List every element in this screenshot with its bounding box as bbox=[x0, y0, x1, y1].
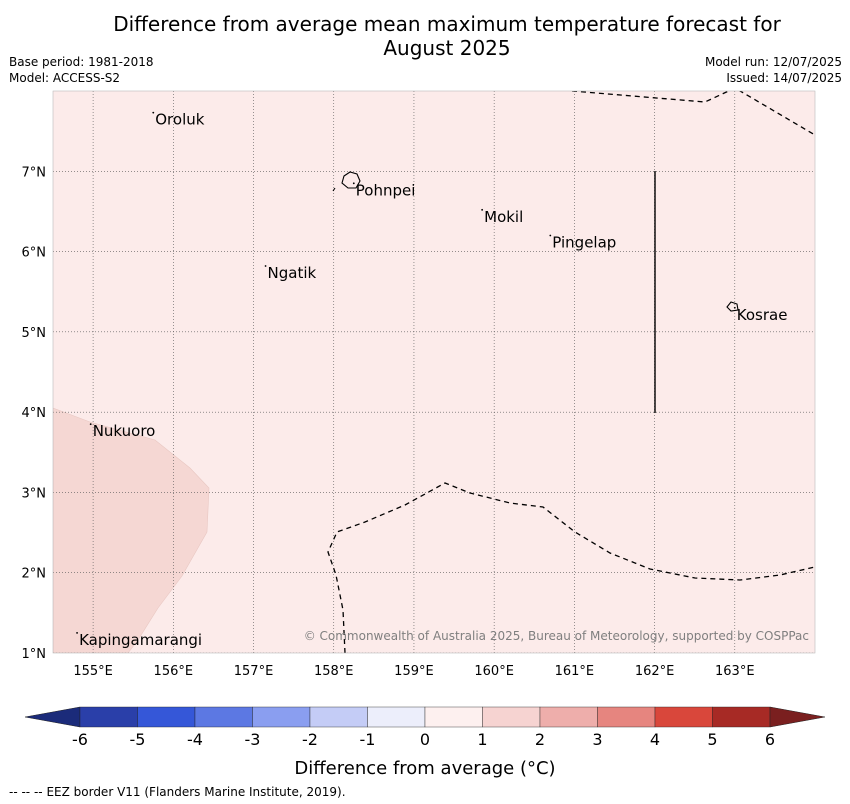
plot-frame bbox=[52, 90, 816, 654]
place-marker bbox=[481, 208, 484, 211]
run-info: Model run: 12/07/2025 Issued: 14/07/2025 bbox=[705, 54, 842, 86]
place-marker bbox=[733, 306, 736, 309]
copyright-notice: © Commonwealth of Australia 2025, Bureau… bbox=[304, 629, 809, 643]
longitude-tick-label: 156°E bbox=[154, 664, 194, 679]
colorbar: -6 -5 -4 -3 -2 -1 0 1 2 3 4 5 6 Difference from aver… bbox=[24, 706, 826, 779]
place-marker bbox=[76, 632, 78, 634]
colorbar-tick-label: -5 bbox=[130, 730, 146, 749]
place-label: Mokil bbox=[484, 208, 523, 226]
base-period: Base period: 1981-2018 bbox=[9, 55, 154, 69]
title-line-2: August 2025 bbox=[383, 36, 511, 60]
colorbar-segment bbox=[79, 706, 138, 728]
place-mokil: Mokil bbox=[481, 208, 523, 226]
colorbar-tick-label: 1 bbox=[477, 730, 487, 749]
latitude-tick-label: 2°N bbox=[22, 567, 47, 582]
place-marker bbox=[264, 265, 267, 267]
place-label: Pingelap bbox=[552, 234, 616, 252]
colorbar-segment bbox=[309, 706, 368, 728]
colorbar-tick-label: 0 bbox=[420, 730, 430, 749]
colorbar-tick-label: 3 bbox=[592, 730, 602, 749]
longitude-tick-label: 162°E bbox=[635, 664, 675, 679]
latitude-tick-label: 4°N bbox=[22, 406, 47, 421]
place-nukuoro: Nukuoro bbox=[89, 422, 156, 440]
issued-date: Issued: 14/07/2025 bbox=[726, 71, 842, 85]
colorbar-segments bbox=[79, 706, 771, 728]
colorbar-segment bbox=[252, 706, 311, 728]
place-label: Pohnpei bbox=[356, 181, 416, 199]
longitude-tick-label: 157°E bbox=[234, 664, 274, 679]
colorbar-tick-label: 2 bbox=[535, 730, 545, 749]
longitude-tick-label: 158°E bbox=[314, 664, 354, 679]
legend-line-sample: -- -- -- bbox=[9, 785, 43, 799]
forecast-map: Oroluk Pohnpei Mokil Pingelap Ngatik Kosrae Nu… bbox=[22, 90, 826, 779]
colorbar-tick-label: 4 bbox=[650, 730, 660, 749]
pohnpei-island bbox=[341, 171, 361, 189]
place-label: Kosrae bbox=[737, 306, 788, 324]
eez-border-north bbox=[571, 91, 815, 136]
longitude-tick-label: 155°E bbox=[73, 664, 113, 679]
place-marker bbox=[89, 423, 92, 426]
place-label: Oroluk bbox=[155, 111, 204, 129]
colorbar-tick-label: -3 bbox=[245, 730, 261, 749]
place-oroluk: Oroluk bbox=[152, 111, 205, 129]
colorbar-tick-label: -6 bbox=[72, 730, 88, 749]
pohnpei-islet bbox=[332, 187, 336, 192]
place-label: Ngatik bbox=[268, 264, 317, 282]
place-labels: Oroluk Pohnpei Mokil Pingelap Ngatik Kosrae Nu… bbox=[76, 111, 787, 649]
colorbar-tick-labels: -6 -5 -4 -3 -2 -1 0 1 2 3 4 5 6 bbox=[72, 730, 775, 749]
eez-border-south bbox=[327, 482, 815, 653]
legend: -- -- -- EEZ border V11 (Flanders Marine… bbox=[9, 785, 346, 799]
latitude-tick-label: 6°N bbox=[22, 246, 47, 261]
latitude-labels: 1°N 2°N 3°N 4°N 5°N 6°N 7°N bbox=[22, 165, 47, 662]
colorbar-tick-label: 5 bbox=[707, 730, 717, 749]
latitude-tick-label: 5°N bbox=[22, 326, 47, 341]
colorbar-segment bbox=[137, 706, 196, 728]
place-kapingamarangi: Kapingamarangi bbox=[76, 631, 202, 649]
longitude-labels: 155°E 156°E 157°E 158°E 159°E 160°E 161°E 162°E… bbox=[73, 664, 754, 679]
longitude-tick-label: 161°E bbox=[555, 664, 595, 679]
longitude-tick-label: 160°E bbox=[474, 664, 514, 679]
plot-area: Oroluk Pohnpei Mokil Pingelap Ngatik Kosrae Nu… bbox=[53, 91, 815, 653]
map-title: Difference from average mean maximum tem… bbox=[0, 12, 850, 60]
colorbar-tick-label: -4 bbox=[187, 730, 203, 749]
place-ngatik: Ngatik bbox=[264, 264, 317, 282]
place-pingelap: Pingelap bbox=[549, 234, 616, 252]
place-marker bbox=[549, 234, 552, 237]
place-kosrae: Kosrae bbox=[733, 306, 788, 324]
colorbar-low-extension bbox=[24, 706, 81, 728]
kosrae-island bbox=[726, 301, 739, 312]
colorbar-segment bbox=[367, 706, 426, 728]
place-pohnpei: Pohnpei bbox=[352, 181, 416, 199]
colorbar-segment bbox=[597, 706, 656, 728]
model-name: Model: ACCESS-S2 bbox=[9, 71, 121, 85]
colorbar-tick-label: -1 bbox=[360, 730, 376, 749]
legend-text: EEZ border V11 (Flanders Marine Institut… bbox=[46, 785, 346, 799]
warm-anomaly-region bbox=[53, 407, 210, 653]
colorbar-segment bbox=[424, 706, 483, 728]
model-info: Base period: 1981-2018 Model: ACCESS-S2 bbox=[9, 54, 154, 86]
place-marker bbox=[352, 182, 355, 185]
colorbar-segment bbox=[539, 706, 598, 728]
latitude-tick-label: 1°N bbox=[22, 647, 47, 662]
place-label: Kapingamarangi bbox=[79, 631, 202, 649]
place-marker bbox=[152, 111, 155, 114]
colorbar-tick-label: -2 bbox=[302, 730, 318, 749]
latitude-tick-label: 3°N bbox=[22, 486, 47, 501]
colorbar-segment bbox=[194, 706, 253, 728]
colorbar-segment bbox=[712, 706, 771, 728]
colorbar-label: Difference from average (°C) bbox=[294, 758, 555, 779]
colorbar-tick-label: 6 bbox=[765, 730, 775, 749]
place-label: Nukuoro bbox=[93, 422, 156, 440]
colorbar-high-extension bbox=[769, 706, 826, 728]
title-line-1: Difference from average mean maximum tem… bbox=[113, 12, 781, 36]
longitude-tick-label: 163°E bbox=[715, 664, 755, 679]
colorbar-segment bbox=[482, 706, 541, 728]
colorbar-segment bbox=[654, 706, 713, 728]
model-run: Model run: 12/07/2025 bbox=[704, 55, 842, 69]
latitude-tick-label: 7°N bbox=[22, 165, 47, 180]
longitude-tick-label: 159°E bbox=[394, 664, 434, 679]
